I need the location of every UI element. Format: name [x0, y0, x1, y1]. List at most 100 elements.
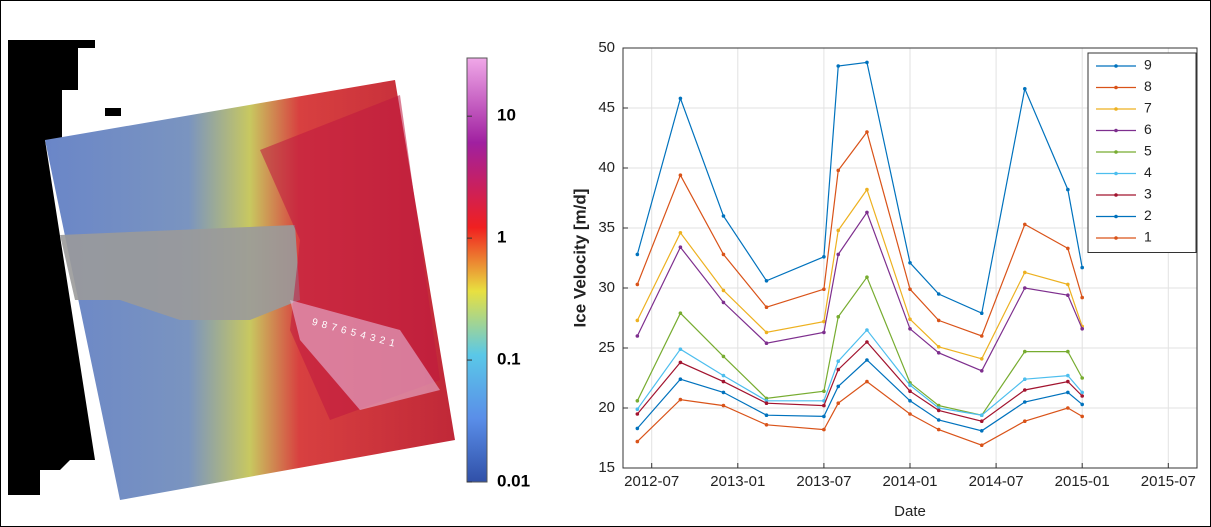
- colorbar: [466, 57, 488, 483]
- colorbar-ticks: 0.01 0.1 1 10: [467, 106, 530, 490]
- legend-swatch: [1114, 236, 1118, 240]
- series-marker: [865, 379, 869, 384]
- series-marker: [979, 357, 984, 361]
- series-marker: [865, 328, 869, 332]
- series-marker: [908, 327, 912, 331]
- series-marker: [979, 419, 984, 424]
- series-marker: [1023, 87, 1027, 91]
- series-marker: [635, 318, 640, 323]
- legend-swatch: [1114, 171, 1118, 176]
- series-marker: [721, 379, 726, 384]
- y-tick-label: 20: [598, 399, 615, 416]
- series-marker: [865, 60, 869, 65]
- series-marker: [635, 412, 640, 416]
- series-marker: [865, 340, 869, 344]
- series-marker: [908, 389, 912, 394]
- series-marker: [678, 231, 683, 235]
- series-marker: [1023, 286, 1027, 290]
- series-marker: [836, 367, 841, 372]
- legend-swatch: [1114, 193, 1118, 197]
- y-axis-label: Ice Velocity [m/d]: [570, 189, 589, 328]
- y-tick-label: 40: [598, 159, 615, 176]
- series-marker: [678, 377, 683, 382]
- series-marker: [822, 414, 826, 419]
- x-tick-label: 2014-07: [969, 473, 1024, 490]
- series-marker: [764, 279, 769, 283]
- series-marker: [979, 443, 984, 448]
- x-tick-label: 2013-07: [796, 473, 851, 490]
- series-marker: [908, 412, 912, 416]
- series-marker: [678, 173, 683, 177]
- series-marker: [865, 210, 869, 215]
- series-marker: [678, 360, 683, 365]
- legend-label: 1: [1144, 229, 1152, 245]
- series-marker: [1023, 349, 1027, 354]
- legend-label: 6: [1144, 121, 1152, 137]
- series-marker: [865, 358, 869, 362]
- series-marker: [1080, 390, 1084, 395]
- profile-label: 2: [378, 335, 387, 347]
- series-marker: [635, 407, 640, 412]
- series-marker: [908, 399, 912, 403]
- series-marker: [1023, 377, 1027, 382]
- series-marker: [678, 347, 683, 352]
- series-marker: [822, 287, 826, 292]
- series-marker: [678, 245, 683, 249]
- x-axis-label: Date: [894, 503, 926, 520]
- series-marker: [764, 330, 769, 335]
- legend-label: 3: [1144, 186, 1152, 202]
- series-marker: [1080, 327, 1084, 331]
- series-marker: [1066, 293, 1070, 298]
- y-tick-label: 35: [598, 219, 615, 236]
- series-marker: [979, 429, 984, 433]
- series-marker: [836, 315, 841, 319]
- series-marker: [979, 311, 984, 316]
- series-marker: [822, 330, 826, 335]
- profile-label: 9: [311, 317, 320, 329]
- series-marker: [865, 187, 869, 192]
- fast-flow: [290, 300, 440, 410]
- series-marker: [721, 390, 726, 395]
- series-marker: [1080, 394, 1084, 398]
- y-tick-label: 15: [598, 459, 615, 476]
- series-marker: [836, 228, 841, 233]
- profile-label: 7: [330, 322, 339, 334]
- series-marker: [764, 341, 769, 346]
- series-marker: [721, 252, 726, 257]
- axes-box: [622, 47, 1198, 469]
- colorbar-tick-label: 10: [497, 106, 516, 125]
- series-marker: [678, 96, 683, 101]
- series-marker: [635, 282, 640, 287]
- series-marker: [836, 252, 841, 257]
- profile-label: 5: [349, 327, 358, 339]
- series-marker: [865, 130, 869, 134]
- series-marker: [936, 427, 941, 432]
- profile-label: 6: [340, 325, 349, 337]
- series-marker: [635, 399, 640, 403]
- series-marker: [1080, 414, 1084, 419]
- series-marker: [936, 345, 941, 349]
- series-marker: [822, 254, 826, 259]
- series-marker: [865, 275, 869, 280]
- profile-label: 1: [388, 338, 397, 350]
- series-marker: [635, 252, 640, 257]
- series-marker: [908, 383, 912, 388]
- series-marker: [822, 389, 826, 394]
- colorbar-tick-label: 0.1: [497, 350, 521, 369]
- series-marker: [979, 369, 984, 373]
- series-marker: [635, 426, 640, 431]
- series-marker: [635, 334, 640, 338]
- series-marker: [764, 423, 769, 427]
- legend-label: 5: [1144, 143, 1152, 159]
- series-marker: [822, 427, 826, 432]
- series-marker: [836, 64, 841, 68]
- series-marker: [721, 300, 726, 305]
- series-marker: [1023, 388, 1027, 392]
- series-marker: [764, 305, 769, 310]
- legend-swatch: [1114, 214, 1118, 219]
- series-marker: [721, 354, 726, 359]
- series-marker: [721, 373, 726, 378]
